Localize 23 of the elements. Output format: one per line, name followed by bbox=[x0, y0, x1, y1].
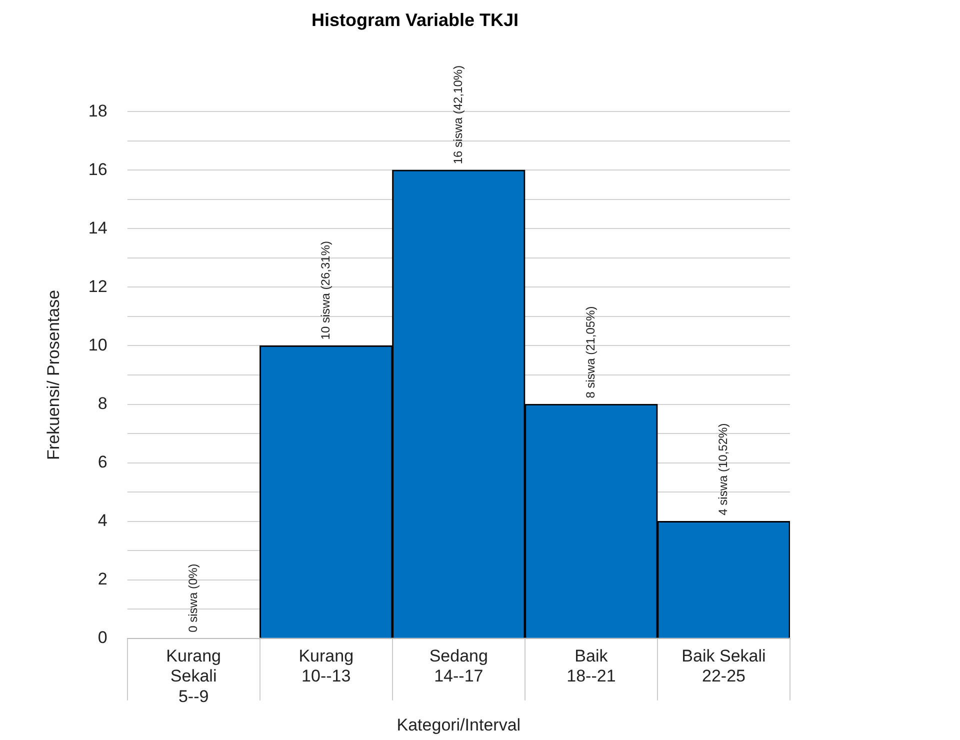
x-axis-title: Kategori/Interval bbox=[396, 715, 521, 734]
y-tick-label: 12 bbox=[88, 276, 108, 296]
y-tick-label: 8 bbox=[98, 394, 108, 413]
y-tick-label: 4 bbox=[98, 511, 108, 530]
x-tick-label: Baik 18--21 bbox=[566, 646, 616, 686]
x-tick-label: Kurang Sekali 5--9 bbox=[166, 646, 221, 706]
x-tick-label: Sedang 14--17 bbox=[429, 646, 488, 686]
y-tick-label: 2 bbox=[98, 570, 108, 589]
data-label: 10 siswa (26,31%) bbox=[318, 241, 332, 340]
chart-title: Histogram Variable TKJI bbox=[311, 10, 519, 30]
data-label: 8 siswa (21,05%) bbox=[584, 306, 598, 398]
y-tick-label: 0 bbox=[98, 628, 108, 648]
data-label: 4 siswa (10,52%) bbox=[716, 423, 730, 516]
y-axis-title: Frekuensi/ Prosentase bbox=[44, 290, 63, 460]
y-tick-label: 10 bbox=[88, 335, 108, 354]
y-tick-label: 16 bbox=[88, 160, 108, 179]
y-tick-label: 14 bbox=[88, 218, 108, 238]
data-label: 0 siswa (0%) bbox=[186, 564, 200, 632]
y-tick-label: 18 bbox=[88, 101, 108, 120]
y-tick-label: 6 bbox=[98, 452, 108, 472]
x-tick-label: Baik Sekali 22-25 bbox=[682, 646, 766, 686]
data-label: 16 siswa (42,10%) bbox=[450, 65, 465, 164]
x-tick-label: Kurang 10--13 bbox=[298, 646, 354, 686]
